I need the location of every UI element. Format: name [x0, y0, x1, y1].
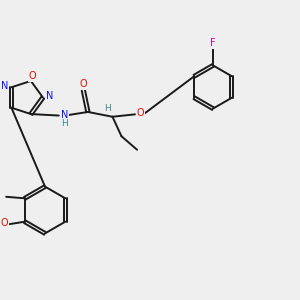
Text: O: O [136, 108, 144, 118]
Text: H: H [61, 119, 68, 128]
Text: N: N [1, 81, 8, 91]
Text: O: O [28, 71, 36, 82]
Text: O: O [1, 218, 8, 229]
Text: N: N [61, 110, 68, 120]
Text: N: N [46, 91, 53, 101]
Text: F: F [210, 38, 216, 48]
Text: O: O [80, 79, 87, 89]
Text: H: H [104, 104, 110, 113]
